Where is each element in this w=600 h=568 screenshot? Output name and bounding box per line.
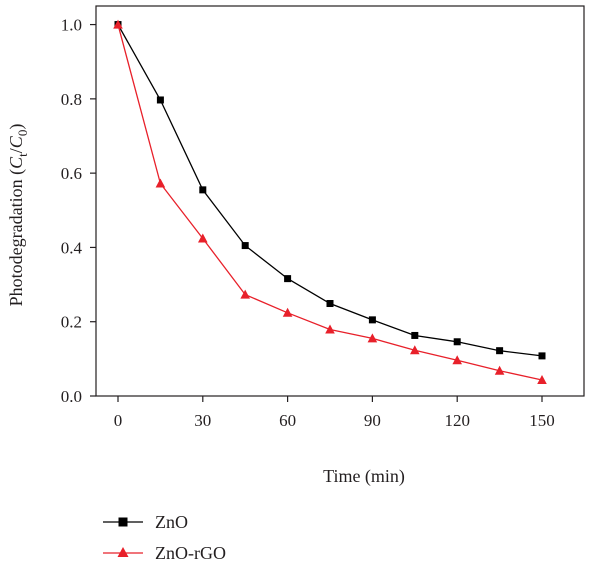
series-zno-rgo: [113, 19, 547, 384]
series-zno: [114, 21, 546, 360]
data-point-square: [199, 186, 207, 194]
y-axis-title: Photodegradation (Ct/C0): [6, 124, 30, 307]
data-point-triangle: [113, 19, 123, 29]
data-point-square: [156, 96, 164, 104]
data-point-triangle: [155, 178, 166, 188]
y-axis-title-part: t: [15, 153, 30, 157]
data-point-square: [538, 352, 546, 360]
x-axis-title: Time (min): [323, 466, 405, 487]
data-point-square: [411, 331, 419, 339]
data-point-triangle: [452, 355, 462, 365]
data-point-triangle: [198, 233, 208, 243]
data-point-square: [368, 316, 376, 324]
data-point-triangle: [240, 289, 250, 299]
series-layer: [113, 19, 547, 384]
y-axis-title-part: Photodegradation (: [6, 169, 27, 306]
legend: ZnO ZnO-rGO: [103, 512, 226, 563]
data-point-square: [326, 300, 334, 308]
y-tick-label: 0.8: [61, 90, 82, 109]
x-tick-label: 60: [279, 411, 296, 430]
y-tick-label: 0.2: [61, 313, 82, 332]
data-point-triangle: [367, 333, 378, 343]
y-tick-label: 1.0: [61, 16, 82, 35]
data-point-square: [496, 347, 504, 355]
x-axis-ticks: 0 30 60 90 120 150: [114, 396, 555, 430]
legend-label-zno: ZnO: [155, 512, 188, 532]
legend-marker-square: [118, 517, 128, 527]
y-tick-label: 0.0: [61, 387, 82, 406]
y-axis-title-part: 0: [15, 130, 30, 137]
data-point-square: [284, 275, 292, 283]
y-axis-title-part: ): [6, 124, 27, 130]
legend-item-zno: ZnO: [103, 512, 188, 532]
legend-marker-triangle: [117, 547, 129, 557]
data-point-square: [453, 338, 461, 346]
x-tick-label: 150: [529, 411, 555, 430]
y-axis-ticks: 0.0 0.2 0.4 0.6 0.8 1.0: [61, 16, 96, 406]
data-point-triangle: [494, 365, 505, 375]
plot-frame: [95, 5, 585, 397]
y-axis-title-part: /: [6, 148, 26, 153]
y-tick-label: 0.6: [61, 164, 82, 183]
y-tick-label: 0.4: [61, 238, 83, 257]
x-tick-label: 120: [444, 411, 470, 430]
y-axis-title-part: C: [6, 135, 26, 148]
plot-border: [95, 5, 585, 397]
data-point-triangle: [537, 375, 547, 384]
data-point-square: [241, 242, 249, 250]
x-tick-label: 30: [194, 411, 211, 430]
data-point-triangle: [282, 307, 293, 317]
data-point-triangle: [325, 324, 335, 334]
legend-item-zno-rgo: ZnO-rGO: [103, 543, 226, 563]
y-axis-title-part: C: [6, 156, 26, 169]
legend-label-zno-rgo: ZnO-rGO: [155, 543, 226, 563]
x-tick-label: 0: [114, 411, 123, 430]
x-tick-label: 90: [364, 411, 381, 430]
data-point-triangle: [410, 345, 420, 355]
